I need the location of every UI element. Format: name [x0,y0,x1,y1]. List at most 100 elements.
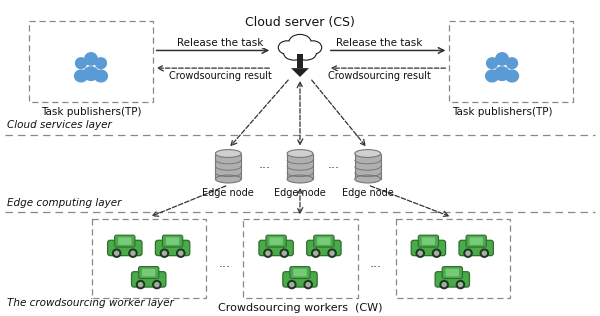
Circle shape [290,283,294,287]
Text: Crowdsourcing result: Crowdsourcing result [169,71,272,81]
Text: Crowdsourcing workers  (CW): Crowdsourcing workers (CW) [218,303,382,313]
FancyBboxPatch shape [283,272,317,287]
Text: Crowdsourcing result: Crowdsourcing result [328,71,431,81]
Ellipse shape [296,47,316,60]
Text: ...: ... [370,257,382,270]
Circle shape [466,251,470,255]
Circle shape [266,251,270,255]
Text: Edge node: Edge node [202,188,254,198]
Text: ...: ... [218,257,230,270]
FancyBboxPatch shape [155,240,190,256]
Text: Cloud server (CS): Cloud server (CS) [245,16,355,29]
Bar [296,54,304,68]
Circle shape [85,53,97,65]
FancyBboxPatch shape [139,267,159,278]
Ellipse shape [305,41,321,54]
FancyBboxPatch shape [115,235,135,247]
Circle shape [288,281,296,289]
Text: ...: ... [328,158,340,171]
Circle shape [280,249,289,257]
Circle shape [136,281,145,289]
Bar [395,219,510,298]
Text: Task publishers(TP): Task publishers(TP) [41,107,141,117]
Circle shape [480,249,488,257]
FancyBboxPatch shape [266,235,286,247]
Text: Release the task: Release the task [177,38,263,47]
Text: Edge computing layer: Edge computing layer [7,198,122,208]
FancyBboxPatch shape [142,269,155,276]
FancyBboxPatch shape [314,235,334,247]
Circle shape [306,283,310,287]
FancyBboxPatch shape [418,235,439,247]
Circle shape [496,53,508,65]
Ellipse shape [215,175,241,183]
Ellipse shape [355,175,380,183]
Circle shape [314,251,318,255]
Circle shape [311,249,320,257]
Text: Edge node: Edge node [274,188,326,198]
Ellipse shape [494,67,509,80]
Circle shape [487,58,497,69]
Circle shape [153,281,161,289]
Circle shape [482,251,487,255]
Ellipse shape [278,41,296,54]
Ellipse shape [74,70,88,82]
Circle shape [464,249,472,257]
Circle shape [282,251,286,255]
Bar [449,21,573,101]
FancyBboxPatch shape [107,240,142,256]
FancyBboxPatch shape [290,267,310,278]
Circle shape [264,249,272,257]
Text: The crowdsourcing worker layer: The crowdsourcing worker layer [7,298,174,307]
Circle shape [330,251,334,255]
FancyBboxPatch shape [446,269,459,276]
Circle shape [418,251,422,255]
Circle shape [457,281,464,289]
Polygon shape [291,68,309,77]
Circle shape [163,251,166,255]
Bar [92,219,206,298]
Ellipse shape [506,70,518,82]
FancyBboxPatch shape [307,240,341,256]
FancyBboxPatch shape [411,240,446,256]
Ellipse shape [485,70,499,82]
Ellipse shape [215,149,241,157]
Bar [287,154,313,179]
FancyBboxPatch shape [317,237,331,245]
Ellipse shape [83,67,98,80]
FancyBboxPatch shape [118,237,131,245]
Ellipse shape [355,149,380,157]
Circle shape [76,58,86,69]
Ellipse shape [94,70,107,82]
Bar [243,219,358,298]
FancyBboxPatch shape [293,269,307,276]
Circle shape [442,283,446,287]
Ellipse shape [289,35,311,51]
Ellipse shape [287,149,313,157]
Circle shape [113,249,121,257]
Circle shape [115,251,119,255]
Circle shape [328,249,336,257]
Ellipse shape [287,175,313,183]
Circle shape [131,251,135,255]
FancyBboxPatch shape [442,267,463,278]
Text: ...: ... [258,158,270,171]
FancyBboxPatch shape [163,235,183,247]
FancyBboxPatch shape [259,240,293,256]
Circle shape [506,58,517,69]
Bar [215,154,241,179]
FancyBboxPatch shape [459,240,493,256]
Ellipse shape [284,47,304,59]
Circle shape [434,251,439,255]
Text: Release the task: Release the task [337,38,423,47]
FancyBboxPatch shape [466,235,487,247]
Circle shape [176,249,185,257]
Text: Task publishers(TP): Task publishers(TP) [452,107,553,117]
Circle shape [129,249,137,257]
Ellipse shape [289,35,311,50]
FancyBboxPatch shape [166,237,179,245]
Ellipse shape [284,47,304,60]
FancyBboxPatch shape [131,272,166,287]
Circle shape [458,283,463,287]
Text: Cloud services layer: Cloud services layer [7,120,112,130]
